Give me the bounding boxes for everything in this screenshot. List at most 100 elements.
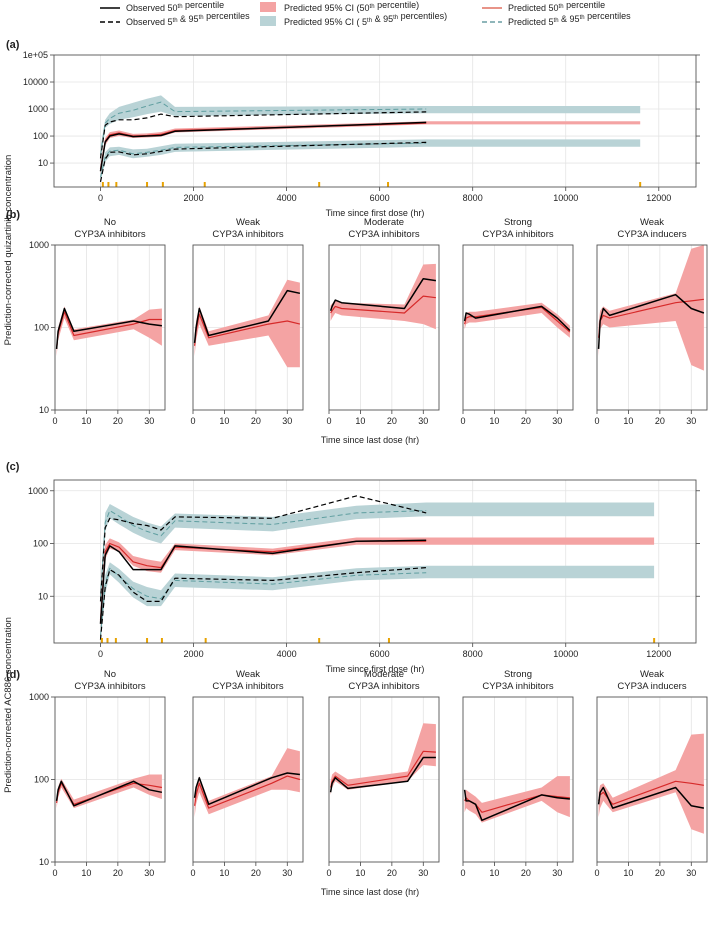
panel-letter: (a): [6, 39, 20, 51]
obs-median-line: [193, 772, 300, 806]
x-tick-label: 20: [251, 868, 261, 878]
ci-band-median: [464, 776, 570, 823]
obs-median-line: [597, 786, 705, 809]
facet-title: Moderate: [364, 217, 404, 228]
x-tick-label: 4000: [277, 649, 297, 659]
x-tick-label: 0: [190, 416, 195, 426]
plot-area: [463, 776, 570, 823]
x-tick-label: 8000: [463, 193, 483, 203]
facet-title: CYP3A inducers: [617, 229, 686, 240]
x-tick-label: 0: [190, 868, 195, 878]
y-tick-label: 100: [34, 775, 49, 785]
pred-95th-line: [100, 101, 427, 155]
x-axis-title: Time since first dose (hr): [326, 664, 425, 674]
pred-5th-line: [100, 567, 427, 636]
x-tick-label: 0: [460, 868, 465, 878]
pred-median-line: [330, 295, 436, 314]
obs-95th-line: [99, 111, 427, 159]
legend-text: & 95: [372, 14, 393, 24]
legend-item: Observed 50th percentile: [100, 0, 224, 13]
legend-text: & 95: [559, 14, 580, 24]
legend-item: Predicted 95% CI (50th percentile): [260, 0, 419, 13]
legend-text: percentiles: [204, 11, 251, 21]
facet-title: CYP3A inhibitors: [482, 229, 554, 240]
facet-title: CYP3A inhibitors: [482, 681, 554, 692]
y-tick-label: 10: [39, 857, 49, 867]
plot-area: [329, 263, 437, 330]
plot-frame: [53, 479, 697, 644]
x-tick-label: 30: [418, 416, 428, 426]
obs-median-line: [99, 121, 427, 172]
legend-text: Predicted 95% CI ( 5: [284, 17, 367, 27]
plot-frame: [596, 696, 708, 863]
legend-item: Predicted 95% CI ( 5th & 95th percentile…: [260, 11, 447, 27]
ci-band-95th: [100, 502, 655, 608]
y-axis-title-quizartinib: Prediction-corrected quizartinib concent…: [3, 155, 14, 346]
x-tick-label: 0: [594, 868, 599, 878]
x-tick-label: 30: [552, 416, 562, 426]
y-tick-label: 1000: [29, 692, 49, 702]
ci-band-median: [330, 263, 436, 330]
legend-text: percentiles): [398, 11, 447, 21]
pred-median-line: [194, 775, 301, 809]
legend-label: Predicted 5th & 95th percentiles: [508, 11, 631, 27]
facet-title: CYP3A inhibitors: [348, 681, 420, 692]
ci-band-5th: [100, 139, 641, 182]
x-tick-label: 0: [52, 868, 57, 878]
legend-text: percentile: [183, 0, 225, 10]
y-tick-label: 10: [38, 158, 48, 168]
y-tick-label: 1000: [28, 104, 48, 114]
x-tick-label: 10: [355, 868, 365, 878]
x-tick-label: 0: [326, 416, 331, 426]
ci-band-median: [194, 748, 300, 818]
x-tick-label: 10: [623, 868, 633, 878]
legend-text: th: [370, 4, 375, 10]
ci-band-median: [56, 306, 162, 357]
obs-median-line: [55, 780, 163, 807]
pred-median-line: [464, 306, 571, 333]
x-axis-title: Time since last dose (hr): [321, 887, 419, 897]
ci-band-median: [464, 302, 570, 338]
plot-frame: [328, 244, 440, 411]
legend-text: th: [580, 15, 585, 21]
legend-text: percentile): [375, 0, 420, 10]
legend-text: Observed 50: [126, 3, 178, 13]
plot-frame: [192, 244, 304, 411]
panel-letter: (d): [6, 669, 20, 681]
legend-text: Predicted 5: [508, 17, 554, 27]
x-tick-label: 20: [113, 416, 123, 426]
x-tick-label: 0: [460, 416, 465, 426]
obs-median-line: [597, 293, 705, 349]
x-tick-label: 10000: [553, 193, 578, 203]
legend-item: Predicted 5th & 95th percentiles: [482, 11, 631, 27]
x-tick-label: 20: [655, 868, 665, 878]
x-tick-label: 20: [521, 416, 531, 426]
x-tick-label: 10: [489, 868, 499, 878]
x-tick-label: 10: [81, 868, 91, 878]
x-tick-label: 6000: [370, 649, 390, 659]
legend-label: Observed 5th & 95th percentiles: [126, 11, 250, 27]
plot-frame: [192, 696, 304, 863]
legend-swatch: [260, 16, 276, 26]
x-tick-label: 10000: [553, 649, 578, 659]
y-tick-label: 100: [33, 539, 48, 549]
x-tick-label: 0: [98, 649, 103, 659]
x-tick-label: 20: [251, 416, 261, 426]
x-tick-label: 30: [418, 868, 428, 878]
legend-text: percentiles: [585, 11, 632, 21]
x-tick-label: 30: [686, 416, 696, 426]
obs-median-line: [463, 789, 570, 822]
y-tick-label: 10: [39, 405, 49, 415]
legend-text: th: [178, 4, 183, 10]
obs-median-line: [329, 756, 436, 793]
facet-title: CYP3A inhibitors: [74, 681, 146, 692]
